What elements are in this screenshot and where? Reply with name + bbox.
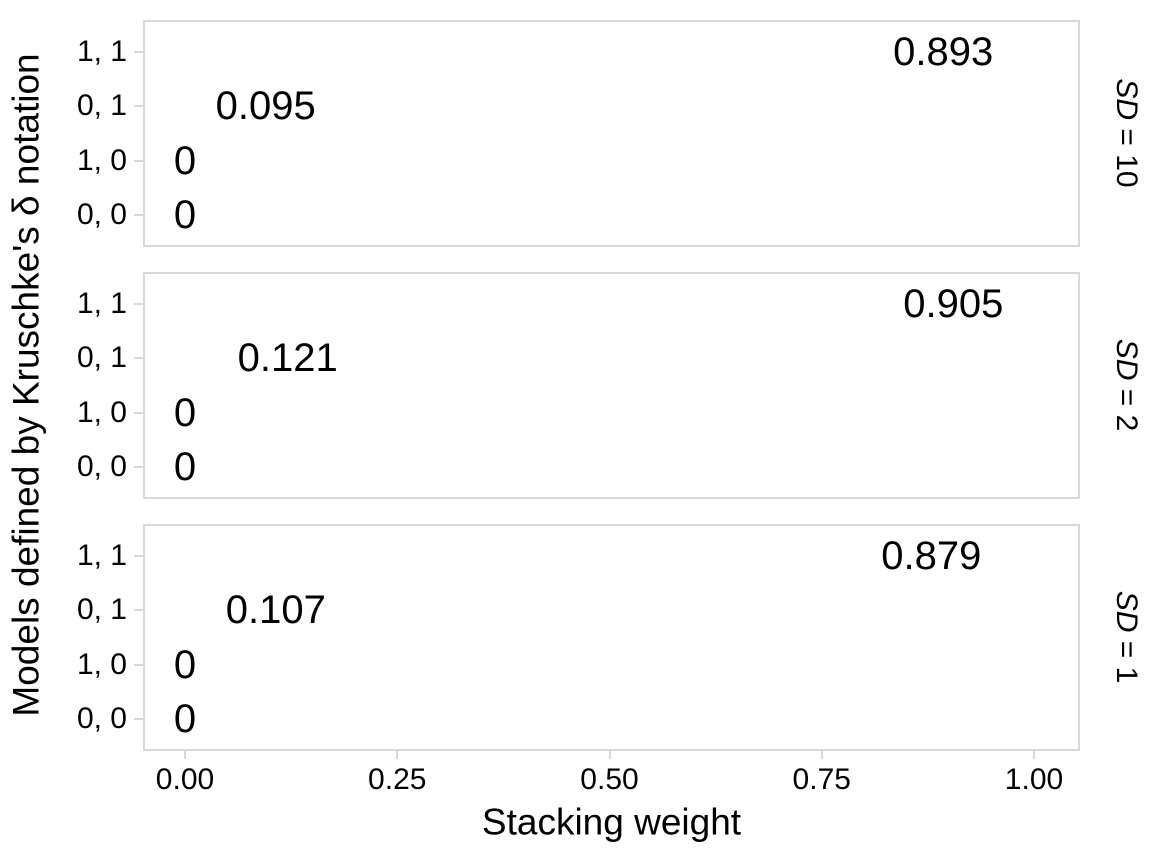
strip-value: = 2 [1110,380,1143,432]
x-tick-mark [396,751,399,759]
y-tick-label: 1, 0 [76,395,127,429]
value-label: 0.121 [237,336,338,381]
x-tick-label: 1.00 [1004,763,1064,796]
facet-strip-label: SD = 2 [1110,338,1143,432]
value-label: 0 [173,192,197,237]
y-tick-mark [134,357,143,360]
strip-value: = 10 [1110,120,1143,188]
value-label: 0 [173,696,197,741]
panel-border [143,20,1080,247]
value-label: 0.879 [881,534,982,579]
y-tick-label: 1, 1 [76,539,127,573]
y-tick-mark [134,105,143,108]
y-tick-mark [134,411,143,414]
value-label: 0.095 [215,84,316,129]
y-tick-label: 1, 0 [76,647,127,681]
value-label: 0 [173,138,197,183]
y-tick-label: 1, 0 [76,143,127,177]
x-tick-label: 0.00 [155,763,215,796]
value-label: 0 [173,390,197,435]
panel-border [143,524,1080,751]
facet-panel-sd10: SD = 10 1, 1 0.893 0, 1 0.095 1, 0 0 0, 0 0 [0,20,1152,247]
y-tick-label: 1, 1 [76,35,127,69]
value-label: 0.905 [903,282,1004,327]
strip-variable: SD [1110,590,1143,633]
y-tick-mark [134,303,143,306]
y-tick-mark [134,663,143,666]
x-tick-label: 0.50 [580,763,639,796]
x-tick-mark [184,751,186,759]
value-label: 0.893 [893,30,994,75]
value-label: 0 [173,444,197,489]
y-tick-label: 0, 1 [76,341,127,375]
facet-strip-label: SD = 10 [1110,78,1143,188]
x-tick-label: 0.25 [368,763,427,796]
x-tick-label: 0.75 [792,763,851,796]
strip-value: = 1 [1110,632,1143,684]
y-tick-mark [134,555,143,558]
y-tick-mark [134,51,143,54]
x-axis: 0.00 0.25 0.50 0.75 1.00 [0,751,1152,811]
y-tick-mark [134,159,143,162]
y-tick-mark [134,465,143,468]
y-tick-mark [134,717,143,720]
x-tick-mark [608,751,611,759]
facet-panel-sd2: SD = 2 1, 1 0.905 0, 1 0.121 1, 0 0 0, 0 0 [0,272,1152,499]
x-tick-mark [1033,751,1035,759]
y-tick-label: 0, 0 [76,701,127,735]
value-label: 0 [173,642,197,687]
x-axis-title: Stacking weight [481,801,742,843]
y-tick-label: 0, 0 [76,197,127,231]
y-tick-mark [134,609,143,612]
panel-border [143,272,1080,499]
y-tick-label: 0, 1 [76,593,127,627]
y-tick-label: 0, 0 [76,449,127,483]
y-tick-label: 0, 1 [76,89,127,123]
y-tick-mark [134,213,143,216]
value-label: 0.107 [225,588,326,633]
facet-strip-label: SD = 1 [1110,590,1143,684]
y-tick-label: 1, 1 [76,287,127,321]
facet-panel-sd1: SD = 1 1, 1 0.879 0, 1 0.107 1, 0 0 0, 0 0 [0,524,1152,751]
strip-variable: SD [1110,338,1143,381]
strip-variable: SD [1110,78,1143,121]
x-tick-mark [820,751,823,759]
